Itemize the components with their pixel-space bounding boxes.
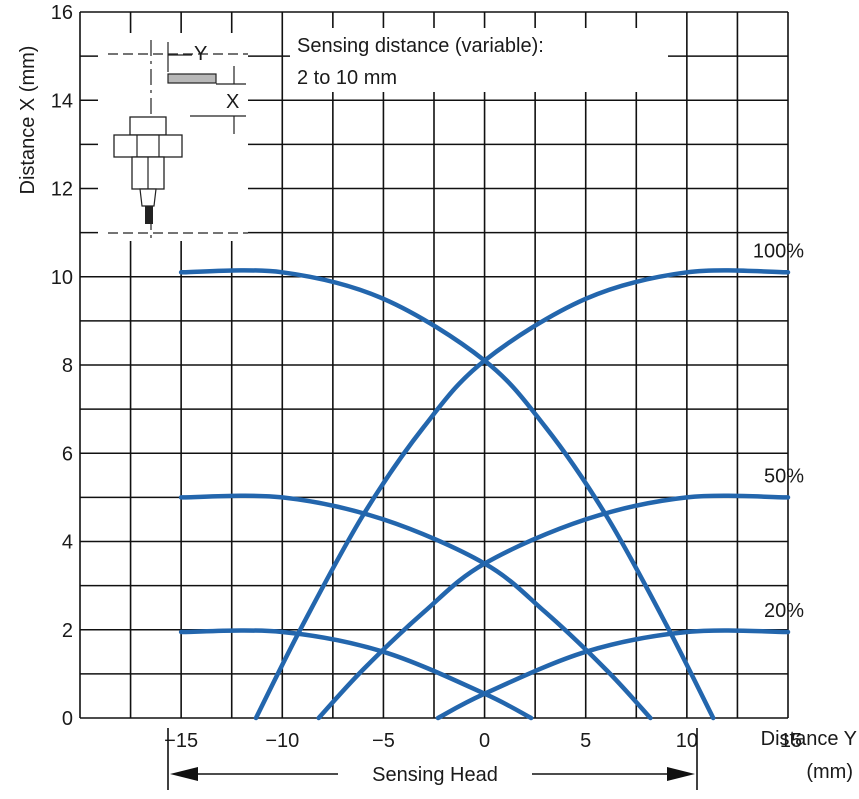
- curve-20pct-right-approach: [435, 628, 791, 721]
- tick-layer: −15 −10 −5 0 5 10 15 0 2 4 6 8 10 12 14 16: [51, 2, 813, 752]
- inset-x-label: X: [226, 91, 239, 113]
- sensing-head-dimension: Sensing Head: [167, 728, 698, 790]
- x-tick-background: [260, 727, 305, 751]
- x-tick-background: [361, 727, 406, 751]
- x-tick-label: 15: [780, 730, 802, 752]
- sensing-head-label: Sensing Head: [372, 764, 498, 786]
- x-tick-label: −15: [164, 730, 198, 752]
- y-tick-label: 6: [62, 443, 73, 465]
- curve-20pct-left-approach: [178, 628, 534, 721]
- y-tick-label: 14: [51, 90, 73, 112]
- x-tick-label: 10: [676, 730, 698, 752]
- series-label: 100%: [753, 240, 804, 262]
- grid-layer: [79, 11, 789, 719]
- curve-100pct-left-approach: [178, 268, 716, 721]
- x-tick-background: [159, 727, 204, 751]
- inset-y-label: Y: [194, 43, 207, 65]
- y-tick-label: 2: [62, 620, 73, 642]
- x-axis-label: Distance Y: [761, 728, 857, 750]
- annotation-background: [290, 28, 668, 92]
- y-tick-label: 12: [51, 179, 73, 201]
- annotation-line-2: 2 to 10 mm: [297, 67, 397, 89]
- series-label: 20%: [764, 600, 804, 622]
- curve-50pct-left-approach: [178, 493, 653, 721]
- y-tick-label: 8: [62, 355, 73, 377]
- y-tick-label: 16: [51, 2, 73, 24]
- curve-50pct-right-approach: [316, 493, 791, 721]
- y-tick-label: 4: [62, 532, 73, 554]
- x-tick-background: [664, 727, 709, 751]
- x-axis-unit-label: (mm): [806, 761, 853, 783]
- x-tick-label: 5: [580, 730, 591, 752]
- x-tick-background: [769, 727, 813, 751]
- x-tick-label: −5: [372, 730, 395, 752]
- y-axis-label: Distance X (mm): [17, 46, 39, 195]
- curve-100pct-right-approach: [253, 268, 791, 721]
- annotation-line-1: Sensing distance (variable):: [297, 35, 544, 57]
- label-layer: 100% 50% 20%: [753, 240, 804, 622]
- x-tick-background: [462, 727, 507, 751]
- x-tick-label: 0: [479, 730, 490, 752]
- x-tick-background: [563, 727, 608, 751]
- y-tick-label: 0: [62, 708, 73, 730]
- x-tick-label: −10: [265, 730, 299, 752]
- y-tick-label: 10: [51, 267, 73, 289]
- series-label: 50%: [764, 465, 804, 487]
- curve-layer: [178, 268, 791, 721]
- sensor-diagram-icon: Y X: [98, 33, 248, 241]
